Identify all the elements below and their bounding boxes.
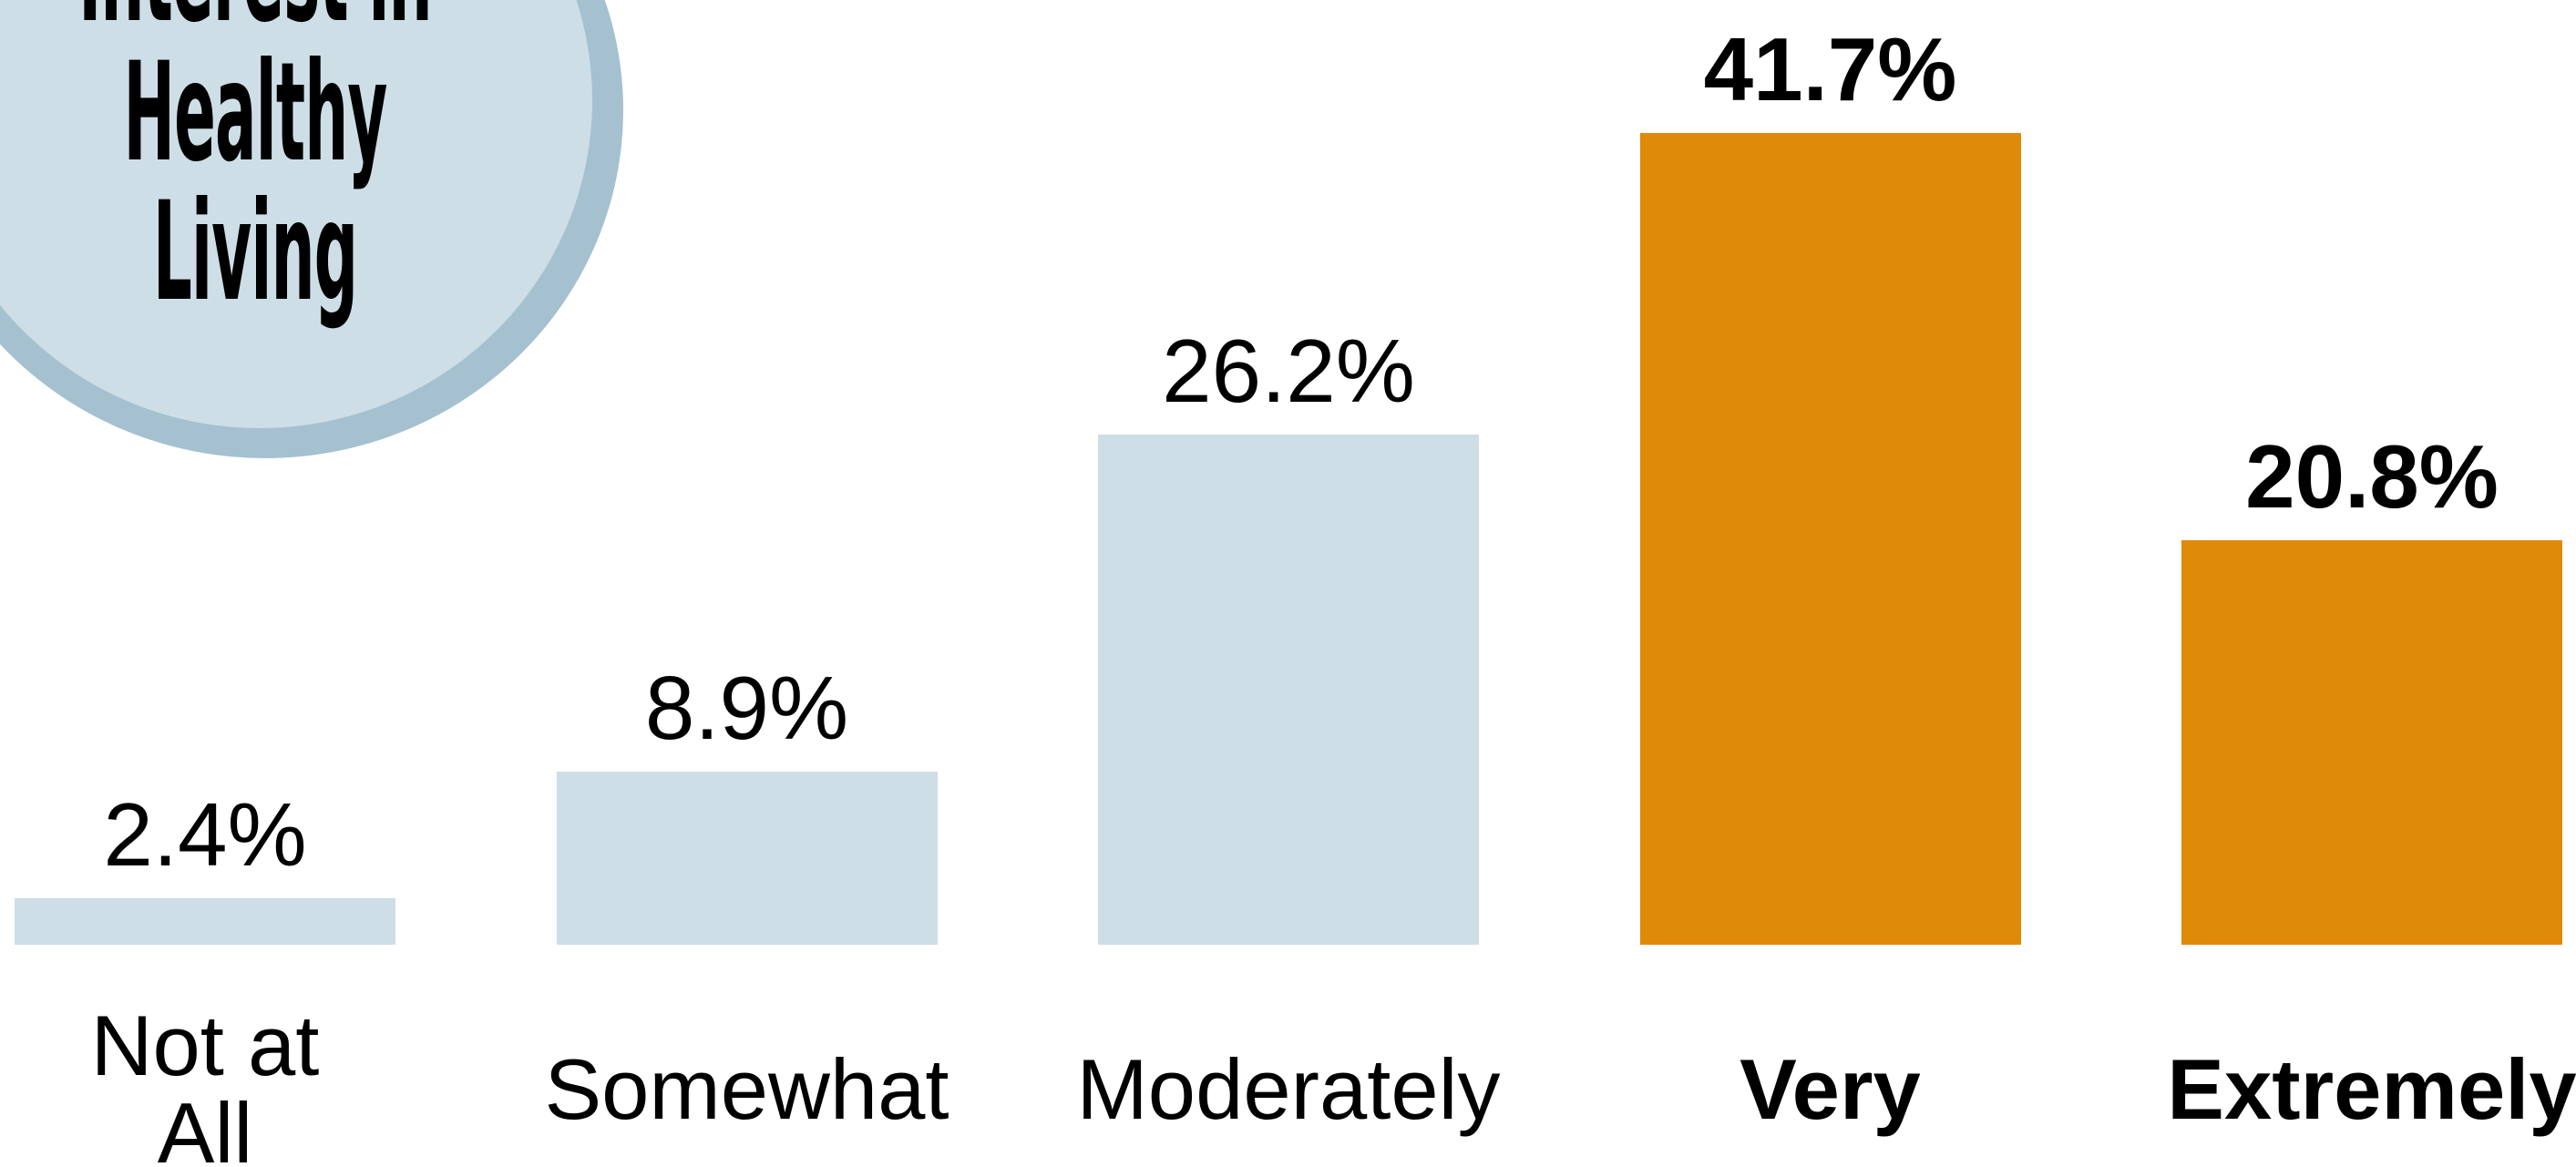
value-label: 2.4%: [103, 783, 307, 885]
value-label: 41.7%: [1703, 19, 1957, 120]
x-tick-label: Extremely: [2167, 1041, 2576, 1137]
value-label: 8.9%: [644, 657, 849, 758]
x-tick-label: Somewhat: [544, 1041, 949, 1137]
bar: [2181, 539, 2562, 945]
value-label: 20.8%: [2245, 425, 2499, 527]
x-tick-label: Very: [1740, 1041, 1921, 1137]
bar: [15, 897, 395, 945]
bar: [1098, 435, 1479, 945]
value-label: 26.2%: [1162, 321, 1415, 422]
bar: [556, 771, 938, 945]
bar: [1639, 133, 2021, 945]
chart-title: Interest in Healthy Living: [78, 0, 432, 332]
x-tick-label: Not at All: [90, 998, 320, 1167]
x-tick-label: Moderately: [1076, 1041, 1501, 1137]
